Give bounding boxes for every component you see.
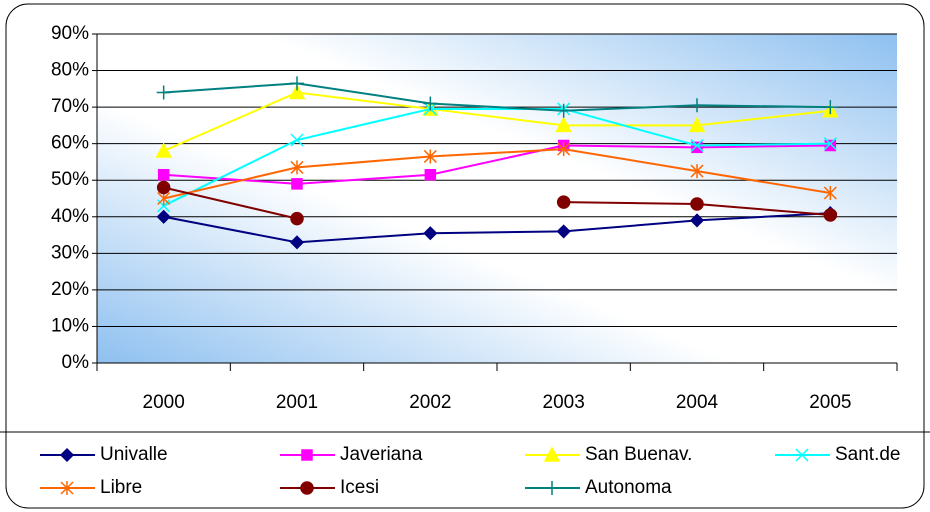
legend-label: Javeriana (340, 444, 423, 465)
marker (688, 116, 706, 133)
y-tick-label: 10% (51, 315, 89, 336)
marker (288, 83, 306, 100)
marker (690, 164, 704, 179)
plot-area (97, 34, 897, 363)
marker (290, 76, 304, 91)
marker (423, 226, 438, 241)
marker (690, 197, 704, 211)
marker (689, 213, 705, 228)
y-tick-label: 80% (51, 60, 89, 81)
series-line (163, 91, 831, 152)
x-tick-label: 2002 (409, 392, 451, 413)
marker (156, 85, 171, 100)
marker (543, 446, 561, 462)
marker (555, 116, 572, 133)
marker (289, 235, 305, 250)
marker (423, 96, 438, 111)
marker (291, 178, 303, 190)
marker (157, 168, 170, 181)
marker (424, 168, 437, 181)
y-tick-label: 50% (51, 169, 89, 190)
marker (155, 142, 172, 158)
marker (156, 180, 171, 195)
marker (423, 149, 437, 164)
marker (290, 160, 304, 175)
marker (59, 447, 75, 463)
legend-label: Sant.de (835, 444, 901, 465)
marker (823, 186, 837, 201)
marker (556, 103, 571, 118)
marker (690, 98, 704, 113)
series-line (163, 144, 831, 185)
marker (300, 481, 314, 495)
marker (60, 481, 74, 495)
y-tick-label: 0% (62, 352, 90, 373)
legend-label: San Buenav. (585, 444, 692, 465)
marker (290, 133, 304, 147)
marker (556, 224, 571, 239)
marker (824, 139, 837, 152)
x-tick-label: 2005 (809, 392, 851, 413)
y-tick-label: 60% (51, 133, 89, 154)
y-tick-label: 30% (51, 242, 89, 263)
marker (556, 195, 571, 209)
marker (690, 138, 704, 153)
marker (545, 481, 559, 495)
x-tick-label: 2004 (676, 392, 719, 413)
marker (156, 209, 171, 224)
marker (823, 137, 837, 151)
x-tick-label: 2000 (143, 392, 185, 413)
marker (691, 141, 703, 154)
legend-label: Icesi (340, 477, 379, 498)
y-tick-label: 40% (51, 206, 89, 227)
series-line (163, 107, 831, 207)
x-tick-label: 2001 (276, 392, 318, 413)
y-tick-label: 70% (51, 96, 89, 117)
legend-label: Autonoma (585, 477, 672, 498)
legend-label: Univalle (100, 444, 168, 465)
marker (823, 100, 838, 115)
y-tick-label: 90% (51, 23, 89, 44)
x-tick-label: 2003 (543, 392, 585, 413)
y-tick-label: 20% (51, 279, 89, 300)
legend-label: Libre (100, 477, 142, 498)
marker (301, 449, 313, 461)
series-line (163, 148, 831, 200)
marker (557, 142, 571, 157)
marker (823, 208, 838, 222)
series-line (163, 82, 831, 112)
marker (290, 211, 304, 226)
marker (795, 448, 809, 462)
series-line (163, 212, 831, 244)
